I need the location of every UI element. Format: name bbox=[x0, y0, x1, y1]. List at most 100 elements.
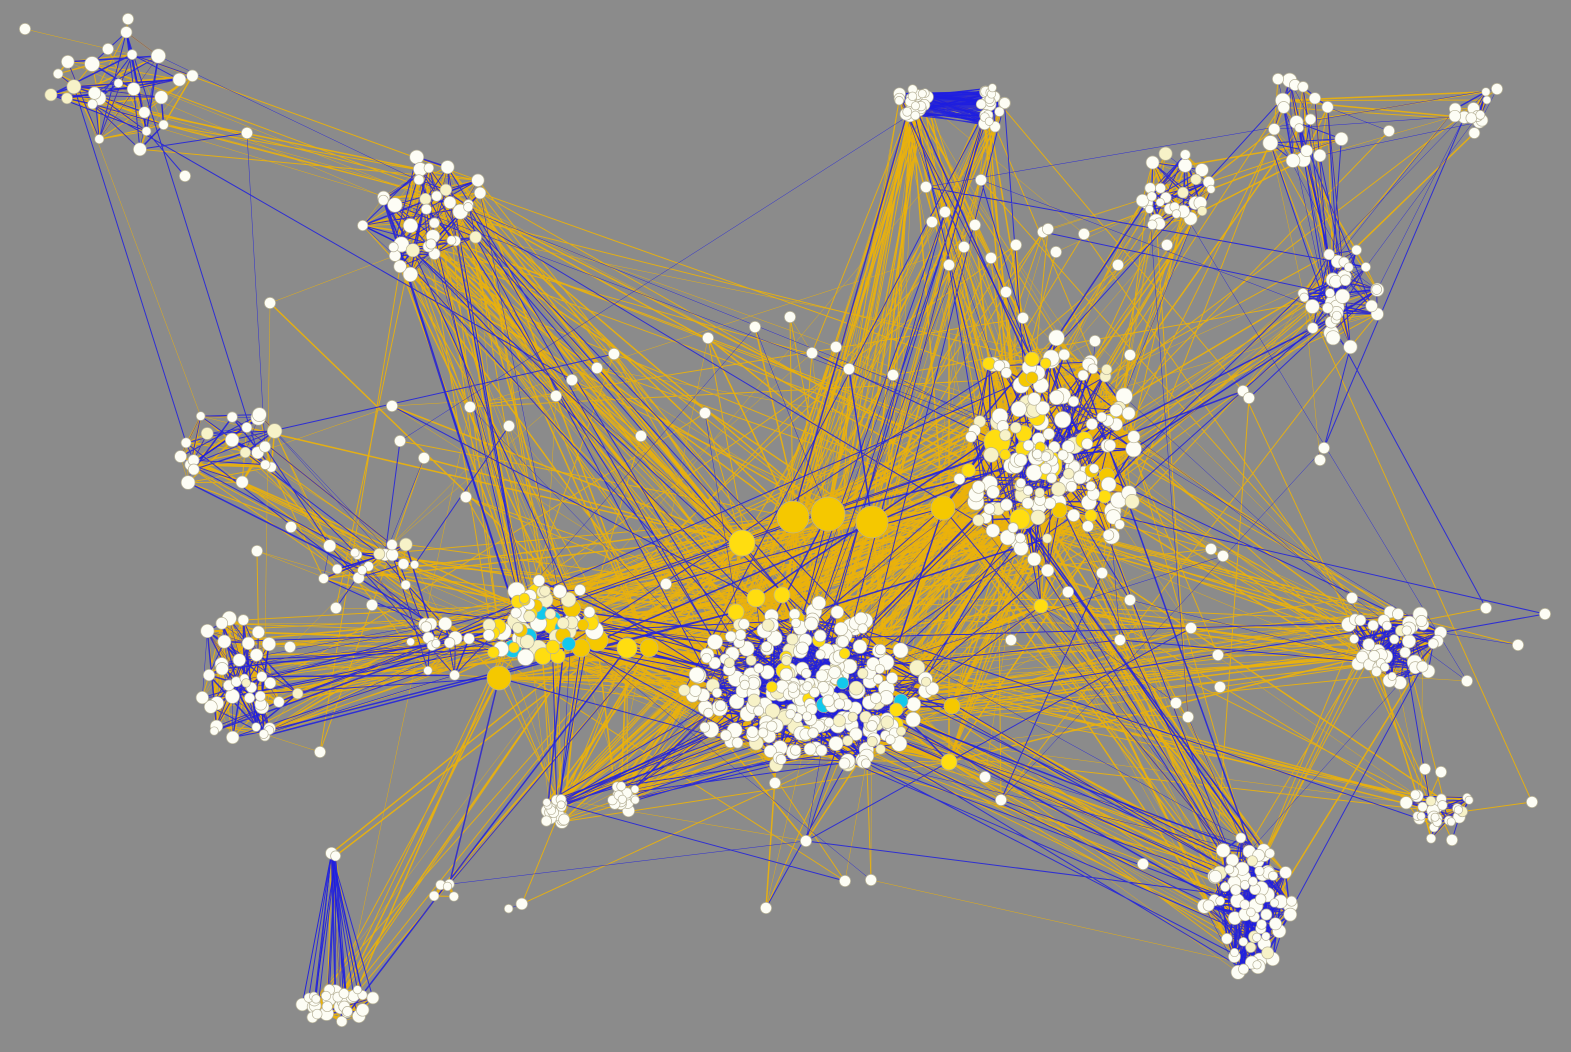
graph-node[interactable] bbox=[987, 83, 997, 93]
graph-node[interactable] bbox=[331, 563, 343, 575]
graph-node[interactable] bbox=[1269, 898, 1280, 908]
graph-node[interactable] bbox=[1415, 615, 1428, 627]
graph-node[interactable] bbox=[463, 202, 474, 213]
graph-node[interactable] bbox=[1446, 834, 1458, 846]
graph-node[interactable] bbox=[318, 573, 329, 584]
graph-hub-node[interactable] bbox=[773, 586, 791, 604]
graph-node[interactable] bbox=[1063, 468, 1075, 480]
graph-node[interactable] bbox=[1046, 472, 1058, 484]
graph-node[interactable] bbox=[804, 616, 819, 631]
graph-node[interactable] bbox=[266, 423, 283, 439]
graph-node[interactable] bbox=[1125, 440, 1142, 458]
graph-node[interactable] bbox=[552, 584, 567, 599]
graph-node[interactable] bbox=[1035, 400, 1051, 416]
graph-hub-node[interactable] bbox=[943, 697, 961, 715]
graph-node[interactable] bbox=[314, 746, 326, 758]
graph-node[interactable] bbox=[1179, 149, 1191, 161]
graph-node[interactable] bbox=[836, 676, 849, 690]
graph-node[interactable] bbox=[1025, 464, 1043, 482]
graph-hub-node[interactable] bbox=[639, 638, 659, 658]
graph-node[interactable] bbox=[423, 162, 435, 174]
graph-node[interactable] bbox=[1349, 634, 1360, 644]
graph-node[interactable] bbox=[1182, 711, 1194, 723]
graph-node[interactable] bbox=[821, 694, 835, 708]
graph-node[interactable] bbox=[842, 735, 854, 747]
graph-node[interactable] bbox=[1526, 796, 1538, 808]
graph-node[interactable] bbox=[965, 431, 977, 443]
graph-node[interactable] bbox=[19, 23, 31, 35]
graph-node[interactable] bbox=[180, 437, 192, 449]
graph-node[interactable] bbox=[608, 348, 620, 360]
graph-node[interactable] bbox=[1067, 508, 1081, 522]
graph-node[interactable] bbox=[285, 521, 297, 533]
graph-node[interactable] bbox=[1103, 439, 1117, 452]
graph-node[interactable] bbox=[209, 726, 219, 736]
graph-node[interactable] bbox=[1177, 186, 1189, 199]
graph-node[interactable] bbox=[1032, 448, 1043, 460]
graph-node[interactable] bbox=[1197, 205, 1208, 217]
graph-node[interactable] bbox=[482, 629, 495, 642]
graph-node[interactable] bbox=[394, 435, 406, 447]
graph-node[interactable] bbox=[1294, 123, 1304, 133]
graph-node[interactable] bbox=[558, 813, 570, 826]
graph-node[interactable] bbox=[120, 26, 133, 39]
graph-node[interactable] bbox=[769, 777, 781, 789]
graph-node[interactable] bbox=[1135, 193, 1150, 208]
graph-node[interactable] bbox=[1323, 248, 1335, 261]
graph-node[interactable] bbox=[982, 356, 996, 371]
graph-node[interactable] bbox=[1161, 239, 1173, 251]
graph-node[interactable] bbox=[261, 637, 277, 652]
graph-node[interactable] bbox=[830, 605, 845, 619]
graph-node[interactable] bbox=[892, 642, 909, 659]
graph-node[interactable] bbox=[545, 639, 560, 655]
graph-node[interactable] bbox=[678, 684, 691, 697]
graph-node[interactable] bbox=[1461, 675, 1473, 687]
graph-node[interactable] bbox=[387, 197, 403, 213]
graph-node[interactable] bbox=[1039, 357, 1052, 369]
graph-node[interactable] bbox=[84, 56, 100, 72]
graph-node[interactable] bbox=[517, 648, 535, 666]
graph-node[interactable] bbox=[113, 78, 124, 88]
graph-node[interactable] bbox=[724, 657, 735, 669]
graph-node[interactable] bbox=[724, 630, 737, 643]
graph-hub-node[interactable] bbox=[1033, 598, 1049, 614]
graph-node[interactable] bbox=[342, 1006, 353, 1017]
graph-node[interactable] bbox=[243, 692, 256, 704]
graph-node[interactable] bbox=[431, 638, 441, 649]
graph-node[interactable] bbox=[1300, 144, 1313, 157]
graph-node[interactable] bbox=[745, 654, 757, 666]
graph-node[interactable] bbox=[202, 669, 216, 682]
graph-node[interactable] bbox=[875, 744, 886, 755]
graph-node[interactable] bbox=[321, 1000, 333, 1013]
graph-node[interactable] bbox=[1448, 109, 1462, 123]
graph-node[interactable] bbox=[1010, 400, 1027, 418]
graph-node[interactable] bbox=[1410, 789, 1421, 800]
graph-node[interactable] bbox=[542, 798, 551, 807]
graph-node[interactable] bbox=[1145, 155, 1160, 170]
graph-node[interactable] bbox=[448, 891, 459, 902]
graph-node[interactable] bbox=[806, 347, 818, 359]
graph-node[interactable] bbox=[905, 711, 921, 728]
graph-node[interactable] bbox=[420, 203, 432, 215]
graph-node[interactable] bbox=[52, 68, 64, 80]
graph-node[interactable] bbox=[410, 560, 420, 570]
graph-node[interactable] bbox=[1321, 101, 1334, 114]
graph-node[interactable] bbox=[857, 623, 868, 634]
graph-node[interactable] bbox=[273, 696, 285, 708]
graph-node[interactable] bbox=[510, 607, 522, 619]
graph-node[interactable] bbox=[984, 116, 994, 126]
graph-node[interactable] bbox=[126, 49, 138, 60]
graph-node[interactable] bbox=[833, 621, 849, 636]
graph-node[interactable] bbox=[473, 186, 487, 200]
graph-node[interactable] bbox=[1380, 662, 1390, 672]
graph-node[interactable] bbox=[88, 86, 102, 100]
graph-node[interactable] bbox=[852, 639, 868, 654]
graph-node[interactable] bbox=[215, 662, 229, 676]
graph-node[interactable] bbox=[439, 183, 453, 197]
graph-node[interactable] bbox=[738, 618, 750, 630]
graph-node[interactable] bbox=[1170, 697, 1182, 709]
graph-node[interactable] bbox=[138, 106, 151, 119]
graph-node[interactable] bbox=[224, 688, 240, 704]
graph-node[interactable] bbox=[753, 663, 765, 674]
graph-node[interactable] bbox=[746, 725, 759, 738]
